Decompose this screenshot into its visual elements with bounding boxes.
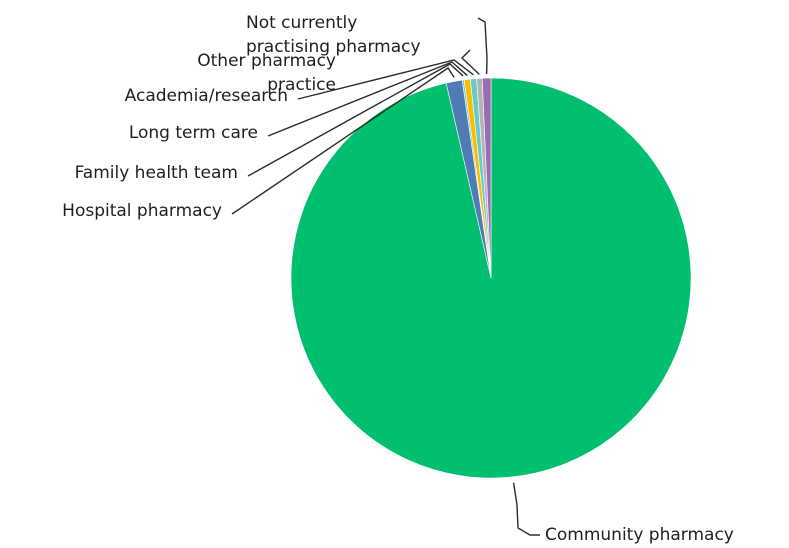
slice-label-family-health-team: Family health team: [75, 163, 238, 183]
leader-line-not-currently-practising-pharmacy: [478, 18, 487, 74]
slice-label-long-term-care: Long term care: [129, 123, 258, 143]
slice-label-academia-research: Academia/research: [125, 86, 288, 106]
slice-label-not-currently-practising-pharmacy: Not currently practising pharmacy: [246, 13, 421, 57]
leader-line-other-pharmacy-practice: [462, 50, 479, 74]
slice-label-hospital-pharmacy: Hospital pharmacy: [62, 201, 222, 221]
pie-slices: [291, 78, 691, 478]
slice-label-community-pharmacy: Community pharmacy: [545, 525, 734, 545]
leader-line-community-pharmacy: [514, 483, 540, 535]
